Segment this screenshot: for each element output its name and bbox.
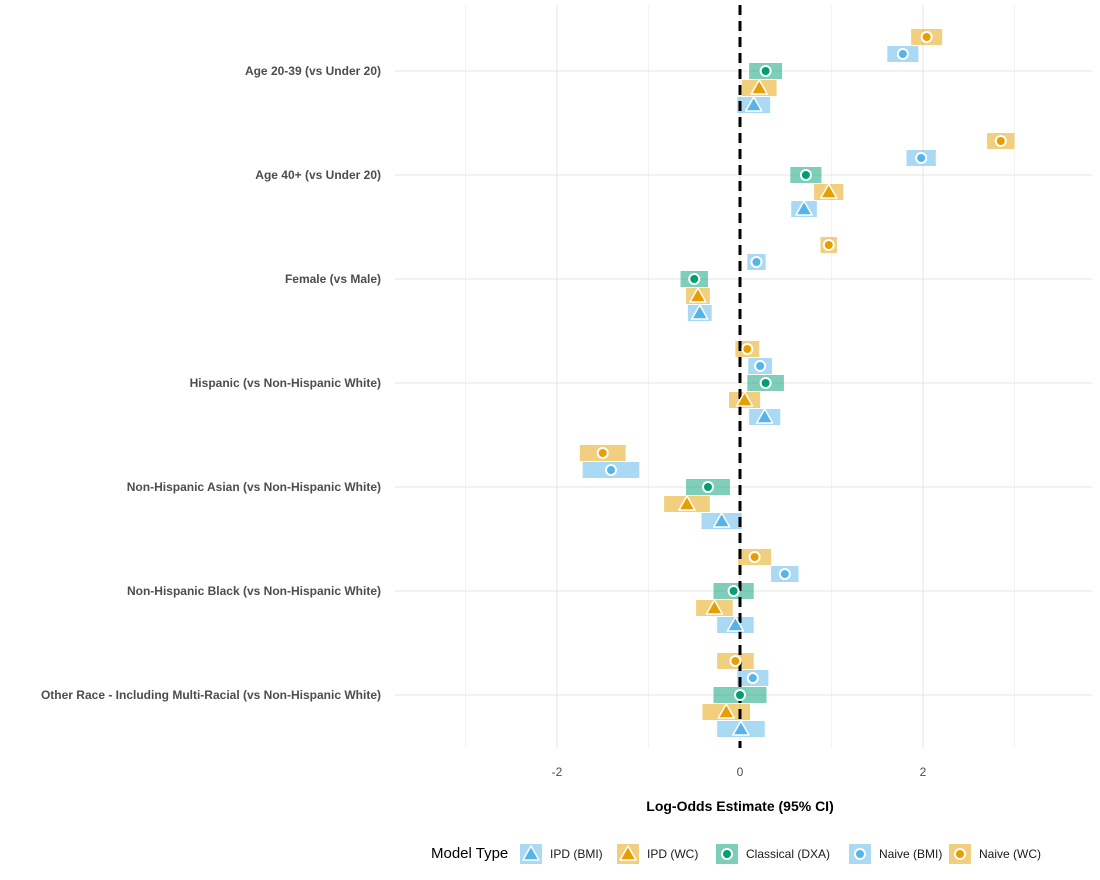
- legend: Model Type IPD (BMI) IPD (WC) Classical (D…: [431, 844, 1041, 864]
- estimate-point-ipd-wc: [750, 79, 768, 95]
- confidence-intervals: [579, 29, 1015, 737]
- estimate-point-ipd-bmi: [795, 200, 813, 216]
- legend-entry: Naive (WC): [949, 844, 1041, 864]
- estimate-point-naive-bmi: [750, 256, 763, 268]
- estimate-point-ipd-bmi: [744, 96, 763, 112]
- estimate-point-naive-wc: [748, 551, 761, 563]
- estimate-point-ipd-wc: [820, 183, 838, 199]
- legend-marker: [854, 848, 866, 860]
- estimate-point-ipd-bmi: [690, 304, 709, 320]
- estimate-point-classical-dxa: [759, 65, 772, 77]
- x-tick-label: 2: [920, 765, 927, 779]
- legend-entry: IPD (WC): [617, 844, 698, 864]
- estimate-point-classical-dxa: [734, 689, 746, 701]
- legend-title: Model Type: [431, 845, 508, 862]
- category-label: Hispanic (vs Non-Hispanic White): [190, 376, 381, 390]
- estimate-point-ipd-bmi: [732, 720, 750, 736]
- estimate-point-naive-bmi: [778, 568, 791, 580]
- estimate-point-ipd-wc: [705, 599, 724, 615]
- estimate-point-classical-dxa: [759, 377, 772, 389]
- category-label: Age 40+ (vs Under 20): [255, 168, 381, 182]
- estimate-point-classical-dxa: [688, 273, 701, 285]
- estimate-point-naive-bmi: [746, 672, 759, 684]
- estimate-point-ipd-wc: [735, 391, 754, 407]
- estimate-point-naive-wc: [822, 239, 835, 251]
- category-labels: Age 20-39 (vs Under 20) Age 40+ (vs Under…: [41, 64, 381, 702]
- legend-marker: [619, 845, 637, 861]
- estimate-point-naive-wc: [994, 135, 1007, 147]
- estimate-point-naive-wc: [729, 655, 742, 667]
- point-estimates: [596, 31, 1007, 736]
- legend-label: IPD (BMI): [550, 847, 603, 861]
- estimate-point-ipd-bmi: [726, 616, 745, 632]
- estimate-point-naive-bmi: [604, 464, 617, 476]
- legend-label: Naive (WC): [979, 847, 1041, 861]
- x-tick-label: -2: [552, 765, 563, 779]
- estimate-point-ipd-wc: [678, 495, 696, 511]
- estimate-point-classical-dxa: [701, 481, 714, 493]
- estimate-point-naive-wc: [920, 31, 933, 43]
- category-label: Other Race - Including Multi-Racial (vs …: [41, 688, 381, 702]
- legend-marker: [522, 845, 540, 861]
- legend-label: IPD (WC): [647, 847, 698, 861]
- legend-entry: Classical (DXA): [716, 844, 830, 864]
- category-label: Non-Hispanic Asian (vs Non-Hispanic Whit…: [127, 480, 381, 494]
- grid-lines: [395, 5, 1092, 748]
- x-axis-ticks: -2 0 2: [552, 765, 927, 779]
- estimate-point-naive-wc: [741, 343, 754, 355]
- legend-entry: Naive (BMI): [849, 844, 942, 864]
- estimate-point-naive-bmi: [754, 360, 767, 372]
- x-tick-label: 0: [737, 765, 744, 779]
- legend-entry: IPD (BMI): [520, 844, 603, 864]
- estimate-point-naive-bmi: [915, 152, 928, 164]
- category-label: Non-Hispanic Black (vs Non-Hispanic Whit…: [127, 584, 381, 598]
- estimate-point-naive-wc: [596, 447, 609, 459]
- category-label: Age 20-39 (vs Under 20): [245, 64, 381, 78]
- estimate-point-ipd-bmi: [755, 408, 774, 424]
- estimate-point-naive-bmi: [896, 48, 909, 60]
- legend-label: Naive (BMI): [879, 847, 942, 861]
- estimate-point-classical-dxa: [799, 169, 812, 181]
- legend-label: Classical (DXA): [746, 847, 830, 861]
- estimate-point-ipd-wc: [717, 703, 736, 719]
- legend-marker: [954, 848, 966, 860]
- estimate-point-ipd-bmi: [712, 512, 731, 528]
- legend-marker: [721, 848, 733, 860]
- estimate-point-ipd-wc: [689, 287, 707, 303]
- category-label: Female (vs Male): [285, 272, 381, 286]
- x-axis-title: Log-Odds Estimate (95% CI): [646, 798, 833, 814]
- estimate-point-classical-dxa: [727, 585, 740, 597]
